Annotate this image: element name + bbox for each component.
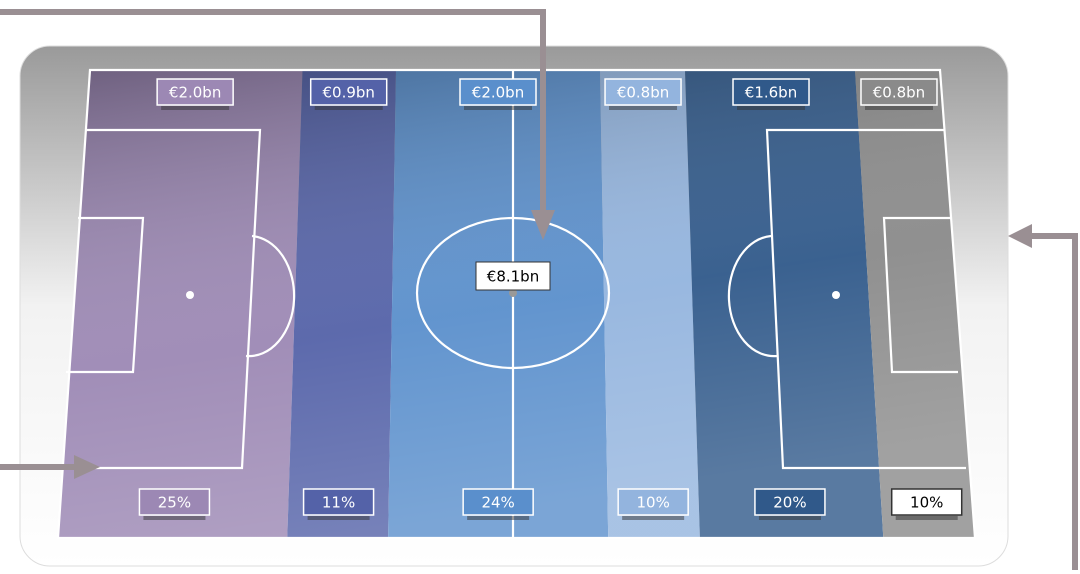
share-box [890, 488, 963, 516]
spot [186, 291, 194, 299]
value-box [459, 78, 537, 106]
share-box [617, 488, 689, 516]
share-label: 10% [910, 494, 943, 512]
share-label: 25% [158, 494, 191, 512]
label-shadow [864, 106, 933, 110]
value-box [156, 78, 234, 106]
label-shadow [161, 106, 230, 110]
label-shadow [895, 516, 958, 520]
share-box [754, 488, 826, 516]
shade [58, 70, 975, 538]
label-shadow [314, 106, 383, 110]
spot [832, 291, 840, 299]
label-shadow [143, 516, 206, 520]
share-label: 10% [636, 494, 669, 512]
share-box [138, 488, 211, 516]
value-label: €0.8bn [617, 84, 669, 102]
label-shadow [758, 516, 821, 520]
label-shadow [464, 106, 533, 110]
spot [509, 289, 517, 297]
label-shadow [737, 106, 806, 110]
total-box [475, 261, 551, 291]
share-label: 20% [773, 494, 806, 512]
total-label: €8.1bn [487, 268, 539, 286]
value-box [732, 78, 810, 106]
share-label: 24% [481, 494, 514, 512]
value-box [604, 78, 682, 106]
arrows [0, 9, 1078, 570]
label-shadow [467, 516, 530, 520]
value-label: €2.0bn [169, 84, 221, 102]
label-shadow [609, 106, 678, 110]
label-shadow [307, 516, 370, 520]
value-box [309, 78, 388, 106]
arrowheads [74, 210, 1032, 479]
share-label: 11% [322, 494, 355, 512]
pitch-lines [56, 68, 977, 540]
value-label: €2.0bn [472, 84, 524, 102]
value-label: €0.9bn [322, 84, 374, 102]
value-label: €0.8bn [873, 84, 925, 102]
label-shadow [622, 516, 685, 520]
share-box [462, 488, 534, 516]
value-label: €1.6bn [745, 84, 797, 102]
share-box [302, 488, 375, 516]
value-box [860, 78, 938, 106]
